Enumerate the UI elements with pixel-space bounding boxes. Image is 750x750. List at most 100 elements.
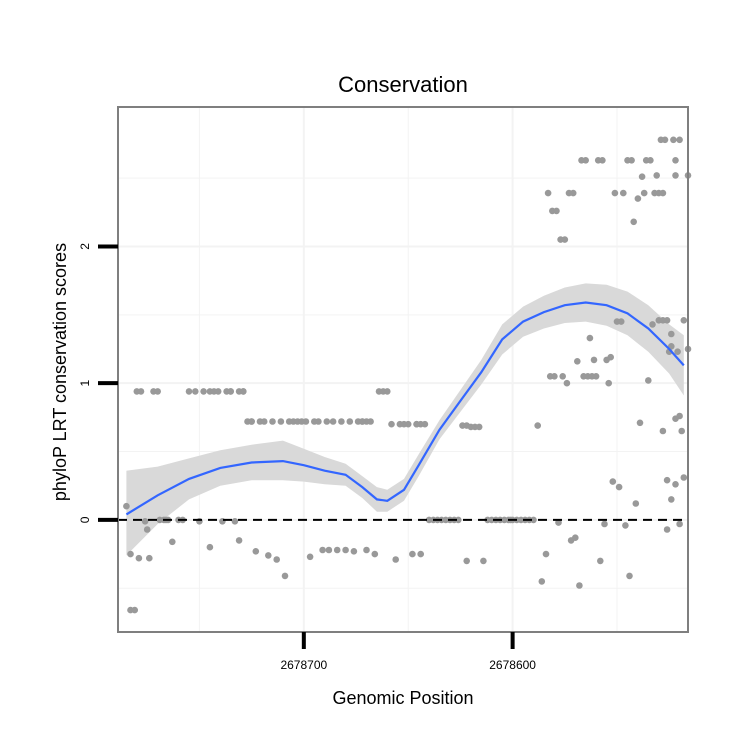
data-point	[135, 554, 143, 562]
data-point	[146, 554, 153, 562]
data-point	[530, 516, 537, 524]
data-point	[680, 317, 688, 324]
data-point	[668, 330, 675, 338]
data-point	[200, 388, 207, 395]
data-point	[281, 572, 289, 580]
data-point	[678, 427, 685, 435]
data-point	[663, 526, 671, 533]
plot-frame	[117, 106, 689, 633]
data-point	[417, 550, 425, 558]
data-point	[680, 474, 688, 481]
y-tick-label: 1	[78, 380, 92, 387]
data-point	[273, 556, 281, 563]
data-point	[388, 420, 395, 428]
data-point	[231, 518, 239, 525]
data-point	[206, 543, 214, 551]
y-axis-title: phyloP LRT conservation scores	[50, 243, 70, 501]
data-point	[599, 157, 606, 164]
data-point	[672, 481, 679, 488]
confidence-ribbon	[126, 283, 684, 556]
data-point	[131, 606, 138, 614]
data-point	[630, 218, 637, 226]
data-point	[260, 418, 268, 425]
data-point	[192, 388, 199, 395]
data-point	[235, 537, 243, 544]
y-tick-label: 0	[78, 516, 92, 523]
data-point	[576, 582, 583, 589]
data-point	[555, 519, 562, 526]
data-point	[676, 136, 683, 144]
data-point	[252, 548, 260, 555]
data-point	[277, 418, 285, 425]
data-point	[659, 189, 667, 197]
data-point	[329, 418, 337, 425]
data-point	[333, 546, 341, 554]
data-point	[597, 557, 604, 565]
data-point	[154, 388, 161, 395]
data-point	[659, 427, 667, 435]
data-point	[592, 373, 600, 380]
data-point	[563, 379, 571, 387]
loess-smooth-line	[125, 301, 685, 516]
data-point	[676, 520, 683, 528]
y-tick-label: 2	[78, 243, 92, 250]
data-point	[350, 548, 358, 555]
data-point	[672, 415, 679, 423]
data-point	[632, 500, 640, 507]
data-point	[342, 546, 349, 554]
data-point	[553, 207, 560, 215]
axis-ticks: 0 1 2 2678700 2678600	[78, 243, 536, 672]
data-point	[480, 557, 487, 565]
data-point	[338, 418, 345, 425]
x-tick-label: 2678600	[489, 658, 536, 672]
data-point	[661, 136, 669, 144]
data-point	[670, 136, 677, 144]
data-point	[185, 388, 193, 395]
data-point	[325, 546, 333, 554]
x-axis-title: Genomic Position	[332, 688, 473, 708]
data-point	[620, 189, 627, 197]
plot-panel	[117, 106, 692, 633]
data-point	[640, 189, 648, 197]
data-point	[634, 195, 642, 202]
data-point	[141, 518, 149, 525]
data-point	[668, 496, 675, 503]
data-point	[559, 373, 566, 380]
data-point	[123, 502, 130, 510]
data-point	[421, 420, 429, 428]
data-point	[265, 552, 272, 559]
data-point	[319, 546, 326, 554]
data-point	[227, 388, 234, 395]
chart-title: Conservation	[338, 72, 468, 97]
data-point	[617, 318, 625, 325]
data-point	[542, 550, 550, 558]
data-point	[534, 422, 541, 429]
data-point	[137, 388, 145, 395]
data-point	[463, 557, 471, 565]
data-point	[248, 418, 255, 425]
data-point	[622, 522, 629, 529]
data-point	[143, 526, 151, 533]
data-point	[475, 423, 483, 431]
data-point	[538, 578, 546, 585]
data-point	[169, 538, 176, 546]
data-point	[384, 388, 391, 395]
data-point	[392, 556, 400, 563]
data-point	[409, 550, 416, 558]
data-point	[605, 379, 612, 387]
data-point	[574, 358, 581, 365]
data-point	[638, 173, 646, 180]
data-point	[611, 189, 619, 197]
data-point	[269, 418, 276, 425]
data-point	[674, 348, 681, 356]
data-point	[346, 418, 354, 425]
data-point	[636, 419, 644, 427]
data-point	[569, 189, 577, 197]
data-point	[586, 334, 594, 342]
data-point	[582, 157, 589, 164]
data-point	[413, 420, 420, 428]
data-point	[371, 550, 379, 558]
data-point	[363, 546, 370, 554]
data-point	[359, 418, 366, 425]
